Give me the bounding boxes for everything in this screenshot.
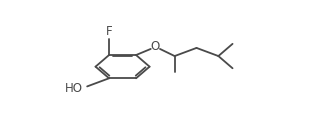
Text: O: O [151,40,160,53]
Text: HO: HO [65,82,83,95]
Text: F: F [106,25,112,38]
